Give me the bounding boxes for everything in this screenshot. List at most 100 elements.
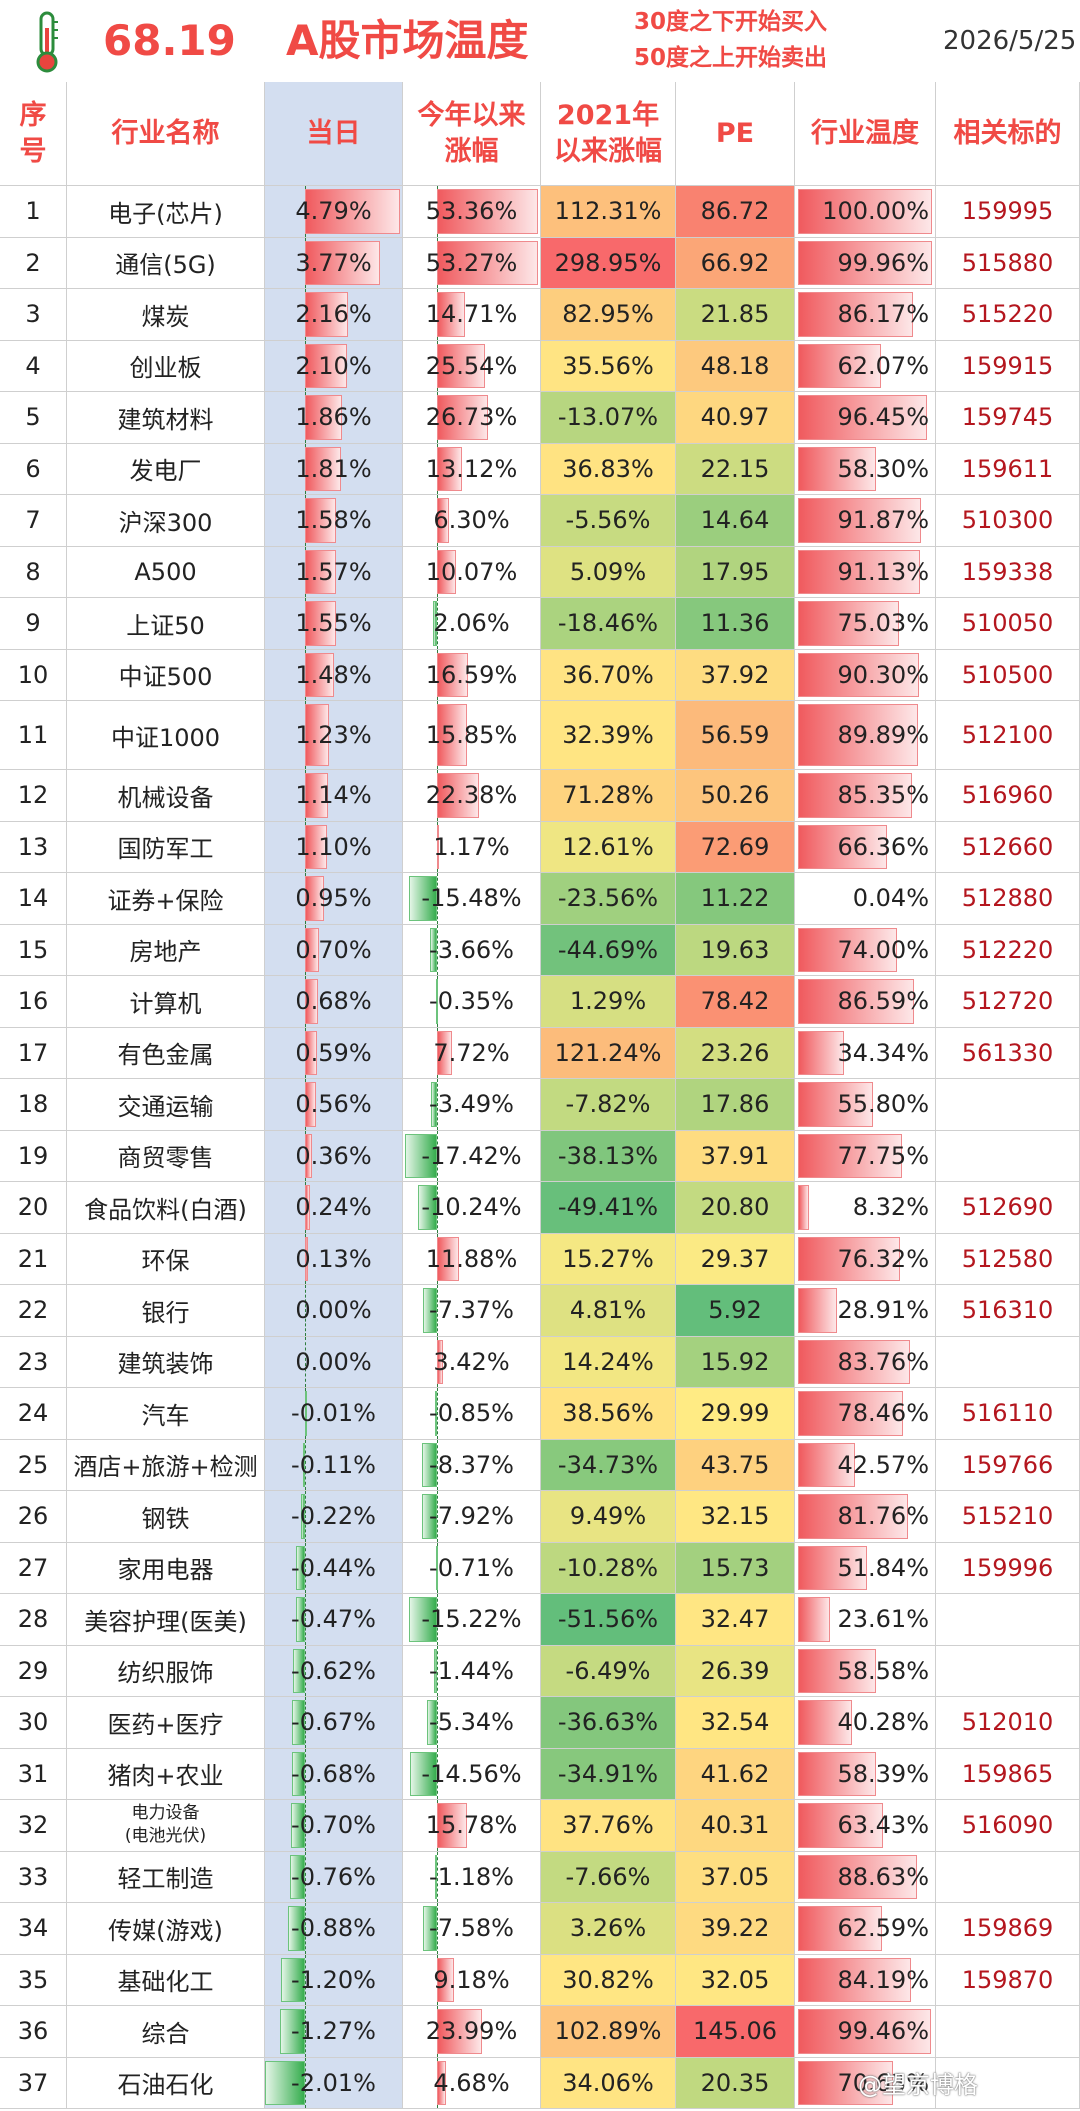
temperature-bar xyxy=(798,1751,877,1796)
seq-cell: 3 xyxy=(0,289,67,341)
temperature-bar xyxy=(798,1288,837,1333)
industry-temperature-value: 51.84% xyxy=(837,1553,929,1582)
ytd-change-value: 14.71% xyxy=(425,300,518,329)
header-industry-name-label: 行业名称 xyxy=(111,117,220,149)
day-change-value: -0.62% xyxy=(291,1656,376,1685)
day-change-bar xyxy=(304,1391,307,1436)
day-change-cell: -0.70% xyxy=(265,1800,403,1852)
related-code-cell: 516110 xyxy=(936,1388,1080,1440)
temperature-bar xyxy=(798,240,932,285)
ytd-change-bar xyxy=(437,704,467,766)
seq-cell: 10 xyxy=(0,649,67,701)
since-2021-change-cell: 12.61% xyxy=(541,821,676,873)
day-change-cell: -1.20% xyxy=(265,1954,403,2006)
industry-name: 家用电器 xyxy=(117,1556,214,1585)
ytd-change-cell: 16.59% xyxy=(403,649,541,701)
related-code-cell xyxy=(936,1645,1080,1697)
since-2021-change-cell: 82.95% xyxy=(541,289,676,341)
related-code: 512010 xyxy=(961,1708,1054,1737)
since-2021-change-value: -10.28% xyxy=(557,1553,659,1582)
since-2021-change-cell: -18.46% xyxy=(541,598,676,650)
since-2021-change-cell: 36.70% xyxy=(541,649,676,701)
pe-value: 72.69 xyxy=(700,832,770,861)
ytd-axis-line xyxy=(437,1182,438,1233)
industry-temperature-value: 99.96% xyxy=(837,248,929,277)
thermometer-icon xyxy=(36,11,58,73)
related-code-cell xyxy=(936,2006,1080,2058)
ytd-change-value: 13.12% xyxy=(425,454,518,483)
temperature-bar xyxy=(798,549,921,594)
seq-cell: 33 xyxy=(0,1851,67,1903)
pe-cell: 40.97 xyxy=(676,392,795,444)
ytd-change-bar xyxy=(437,292,465,337)
seq-number: 23 xyxy=(17,1347,49,1376)
market-temperature-value: 68.19 xyxy=(103,16,236,65)
report-date: 2026/5/25 xyxy=(943,26,1077,56)
day-change-cell: 4.79% xyxy=(265,186,403,238)
pe-value: 37.05 xyxy=(700,1862,770,1891)
ytd-change-cell: -1.18% xyxy=(403,1851,541,1903)
related-code-cell: 159611 xyxy=(936,443,1080,495)
since-2021-change-cell: 121.24% xyxy=(541,1027,676,1079)
temperature-bar xyxy=(798,704,919,766)
pe-cell: 11.36 xyxy=(676,598,795,650)
day-change-cell: -0.76% xyxy=(265,1851,403,1903)
header-industry-temperature-label: 行业温度 xyxy=(811,117,919,149)
temperature-bar xyxy=(798,2060,893,2105)
ytd-change-value: 16.59% xyxy=(425,660,518,689)
industry-temperature-value: 63.43% xyxy=(837,1811,929,1840)
day-axis-line xyxy=(305,1748,306,1799)
pe-value: 23.26 xyxy=(700,1038,770,1067)
ytd-change-cell: -10.24% xyxy=(403,1182,541,1234)
pe-cell: 29.37 xyxy=(676,1233,795,1285)
since-2021-change-cell: -51.56% xyxy=(541,1594,676,1646)
since-2021-change-cell: 298.95% xyxy=(541,237,676,289)
industry-temperature-value: 8.32% xyxy=(852,1193,929,1222)
industry-temperature-cell: 84.19% xyxy=(795,1954,936,2006)
ytd-change-value: 9.18% xyxy=(433,1965,510,1994)
since-2021-change-cell: -38.13% xyxy=(541,1130,676,1182)
industry-name-cell: 建筑装饰 xyxy=(67,1336,265,1388)
seq-number: 30 xyxy=(17,1708,49,1737)
industry-name: 商贸零售 xyxy=(117,1144,214,1173)
pe-cell: 20.35 xyxy=(676,2057,795,2109)
day-change-bar xyxy=(300,1494,305,1539)
ytd-change-bar xyxy=(409,1597,437,1642)
industry-name-cell: 上证50 xyxy=(67,598,265,650)
pe-value: 11.36 xyxy=(700,609,770,638)
pe-value: 39.22 xyxy=(700,1914,770,1943)
seq-cell: 25 xyxy=(0,1439,67,1491)
pe-cell: 17.95 xyxy=(676,546,795,598)
seq-cell: 6 xyxy=(0,443,67,495)
seq-cell: 29 xyxy=(0,1645,67,1697)
day-change-value: 1.86% xyxy=(295,403,372,432)
industry-temperature-cell: 81.76% xyxy=(795,1491,936,1543)
day-change-value: 1.23% xyxy=(295,721,372,749)
industry-name-cell: 建筑材料 xyxy=(67,392,265,444)
ytd-change-bar xyxy=(437,1236,460,1281)
ytd-axis-line xyxy=(437,1697,438,1748)
pe-value: 26.39 xyxy=(700,1656,770,1685)
since-2021-change-value: 121.24% xyxy=(554,1038,662,1067)
since-2021-change-cell: -13.07% xyxy=(541,392,676,444)
seq-number: 13 xyxy=(17,832,49,861)
industry-temperature-cell: 8.32% xyxy=(795,1182,936,1234)
related-code: 159996 xyxy=(961,1553,1054,1582)
industry-temperature-cell: 91.87% xyxy=(795,495,936,547)
related-code: 510300 xyxy=(961,506,1054,535)
ytd-change-cell: 23.99% xyxy=(403,2006,541,2058)
industry-temperature-value: 66.36% xyxy=(837,832,929,861)
related-code: 512580 xyxy=(961,1244,1054,1273)
since-2021-change-value: -34.91% xyxy=(557,1759,659,1788)
since-2021-change-cell: 32.39% xyxy=(541,701,676,770)
since-2021-change-value: -5.56% xyxy=(565,506,651,535)
day-change-value: -0.68% xyxy=(291,1759,376,1788)
seq-cell: 11 xyxy=(0,701,67,770)
since-2021-change-value: -18.46% xyxy=(557,609,659,638)
industry-temperature-cell: 99.96% xyxy=(795,237,936,289)
pe-cell: 40.31 xyxy=(676,1800,795,1852)
industry-name-cell: 中证500 xyxy=(67,649,265,701)
related-code-cell: 512690 xyxy=(936,1182,1080,1234)
related-code: 510050 xyxy=(961,609,1054,638)
day-change-cell: 1.14% xyxy=(265,770,403,822)
